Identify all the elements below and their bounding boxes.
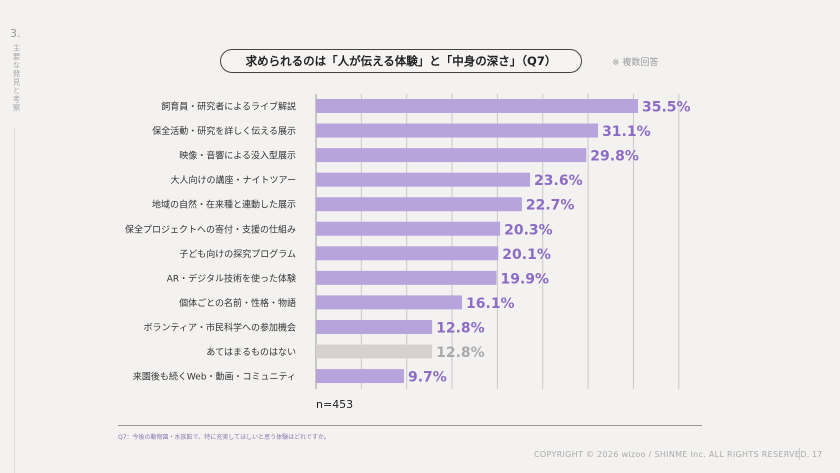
- value-label: 23.6%: [534, 173, 583, 189]
- value-label: 20.1%: [502, 247, 551, 263]
- bar: [316, 99, 638, 113]
- bar: [316, 123, 599, 138]
- bar: [316, 172, 531, 187]
- bar: [316, 344, 433, 359]
- category-label: ボランティア・市民科学への参加機会: [144, 321, 296, 333]
- bar: [316, 246, 499, 261]
- category-label: 子ども向けの探究プログラム: [179, 248, 296, 260]
- bar: [316, 148, 587, 163]
- bar: [316, 221, 501, 236]
- value-label: 22.7%: [526, 198, 575, 214]
- page-number: 17: [812, 450, 823, 459]
- category-label: 個体ごとの名前・性格・物語: [179, 297, 296, 309]
- value-label: 35.5%: [642, 100, 691, 116]
- section-title: 主要な発見と考察: [12, 44, 21, 112]
- multiple-answer-note: ※ 複数回答: [612, 58, 659, 68]
- value-label: 29.8%: [590, 149, 639, 165]
- grid-lines: [315, 94, 680, 389]
- category-label: 地域の自然・在来種と連動した展示: [152, 199, 296, 211]
- copyright: COPYRIGHT © 2026 wizoo / SHINME Inc. ALL…: [534, 450, 810, 459]
- bar: [316, 319, 433, 334]
- bar: [316, 270, 497, 285]
- value-label: 9.7%: [408, 370, 447, 386]
- side-divider: [14, 128, 15, 473]
- category-label: 来園後も続くWeb・動画・コミュニティ: [133, 371, 296, 383]
- value-label: 20.3%: [504, 222, 553, 238]
- question-footnote: Q7：今後の動物園・水族館で、特に充実してほしいと思う体験はどれですか。: [118, 434, 330, 441]
- value-labels: 35.5% 31.1% 29.8% 23.6% 22.7% 20.3% 20.1% 19.9%…: [408, 100, 691, 386]
- category-label: 飼育員・研究者によるライブ解説: [161, 101, 296, 113]
- bottom-divider: [118, 425, 702, 426]
- category-label: 保全プロジェクトへの寄付・支援の仕組み: [125, 223, 296, 235]
- value-label: 12.8%: [436, 345, 485, 361]
- category-label: 映像・音響による没入型展示: [179, 150, 296, 162]
- category-label: AR・デジタル技術を使った体験: [167, 272, 296, 284]
- sample-size: n=453: [316, 398, 354, 411]
- bar: [316, 369, 404, 384]
- section-number: 3.: [10, 27, 21, 40]
- category-label: あてはまるものはない: [206, 347, 296, 358]
- value-label: 31.1%: [602, 124, 651, 140]
- category-label: 保全活動・研究を詳しく伝える展示: [152, 125, 296, 137]
- footer-divider: [799, 448, 800, 460]
- category-label: 大人向けの講座・ナイトツアー: [171, 174, 296, 186]
- bars: [316, 99, 638, 384]
- value-label: 19.9%: [500, 271, 549, 287]
- bar: [316, 197, 522, 212]
- category-labels: 飼育員・研究者によるライブ解説保全活動・研究を詳しく伝える展示映像・音響による没…: [125, 101, 296, 383]
- value-label: 12.8%: [436, 320, 485, 336]
- value-label: 16.1%: [466, 296, 515, 312]
- chart-title: 求められるのは「人が伝える体験」と「中身の深さ」（Q7）: [220, 49, 582, 73]
- bar: [316, 295, 463, 310]
